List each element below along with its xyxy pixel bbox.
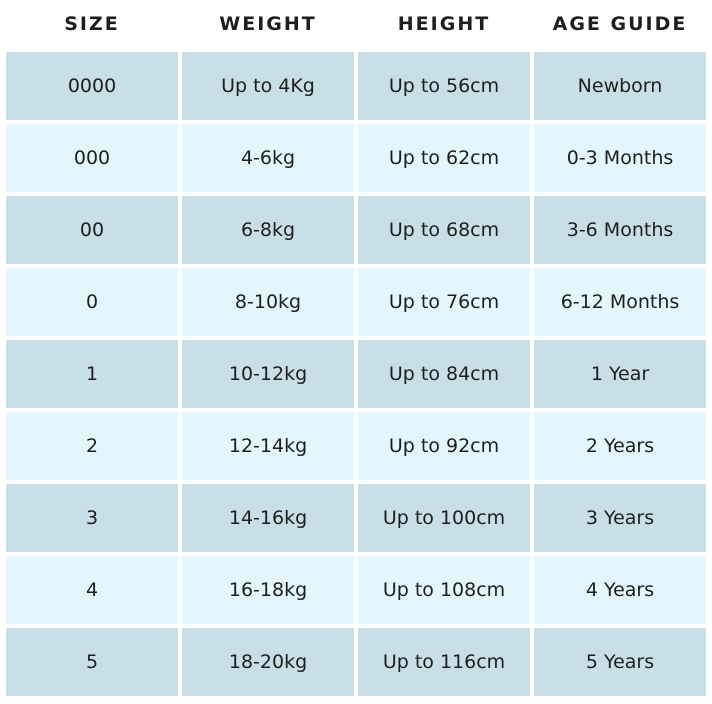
cell-weight: 14-16kg <box>182 484 354 552</box>
cell-size: 0000 <box>6 52 178 120</box>
cell-height: Up to 84cm <box>358 340 530 408</box>
cell-size: 1 <box>6 340 178 408</box>
cell-size: 3 <box>6 484 178 552</box>
cell-size: 00 <box>6 196 178 264</box>
table-header: SIZE WEIGHT HEIGHT AGE GUIDE <box>6 0 706 48</box>
cell-height: Up to 76cm <box>358 268 530 336</box>
cell-weight: 4-6kg <box>182 124 354 192</box>
column-header-height: HEIGHT <box>397 13 491 35</box>
cell-age-guide: 3 Years <box>534 484 706 552</box>
column-header-weight: WEIGHT <box>219 13 317 35</box>
cell-height: Up to 62cm <box>358 124 530 192</box>
cell-age-guide: 2 Years <box>534 412 706 480</box>
cell-size: 000 <box>6 124 178 192</box>
cell-age-guide: 4 Years <box>534 556 706 624</box>
cell-weight: 6-8kg <box>182 196 354 264</box>
column-header-size: SIZE <box>64 13 120 35</box>
cell-weight: 8-10kg <box>182 268 354 336</box>
cell-size: 4 <box>6 556 178 624</box>
cell-age-guide: 5 Years <box>534 628 706 696</box>
cell-weight: Up to 4Kg <box>182 52 354 120</box>
cell-age-guide: 3-6 Months <box>534 196 706 264</box>
cell-height: Up to 100cm <box>358 484 530 552</box>
cell-weight: 12-14kg <box>182 412 354 480</box>
size-chart-table: 0000 Up to 4Kg Up to 56cm Newborn 000 4-6kg Up… <box>6 52 706 696</box>
cell-age-guide: 6-12 Months <box>534 268 706 336</box>
cell-height: Up to 56cm <box>358 52 530 120</box>
cell-height: Up to 92cm <box>358 412 530 480</box>
cell-age-guide: 1 Year <box>534 340 706 408</box>
cell-size: 5 <box>6 628 178 696</box>
cell-weight: 10-12kg <box>182 340 354 408</box>
cell-height: Up to 68cm <box>358 196 530 264</box>
cell-weight: 16-18kg <box>182 556 354 624</box>
cell-age-guide: 0-3 Months <box>534 124 706 192</box>
cell-weight: 18-20kg <box>182 628 354 696</box>
cell-age-guide: Newborn <box>534 52 706 120</box>
cell-size: 2 <box>6 412 178 480</box>
cell-size: 0 <box>6 268 178 336</box>
cell-height: Up to 108cm <box>358 556 530 624</box>
cell-height: Up to 116cm <box>358 628 530 696</box>
column-header-age-guide: AGE GUIDE <box>552 13 688 35</box>
